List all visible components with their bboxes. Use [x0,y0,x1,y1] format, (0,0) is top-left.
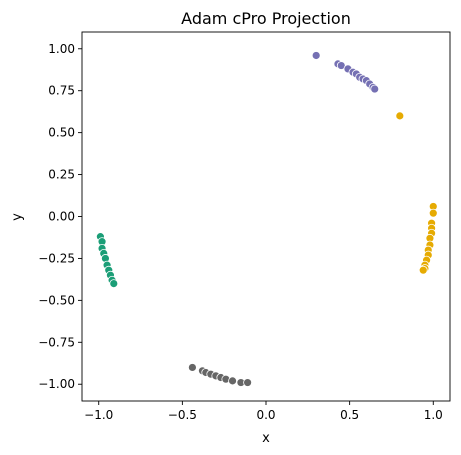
scatter-point [395,111,405,121]
y-tick-label: −1.00 [38,377,75,391]
scatter-point [311,51,321,60]
scatter-point [243,378,253,387]
y-tick-label: 0.75 [48,84,75,98]
scatter-point [109,279,119,288]
data-points [96,51,438,387]
y-tick-label: −0.50 [38,293,75,307]
scatter-point [370,84,380,94]
chart-title: Adam cPro Projection [181,9,351,28]
scatter-point [418,265,428,275]
y-tick-label: 0.50 [48,126,75,140]
x-tick-label: −0.5 [168,408,197,422]
x-tick-label: −1.0 [84,408,113,422]
series-3-points [96,232,119,288]
y-tick-label: −0.25 [38,251,75,265]
y-axis-label: y [10,213,25,221]
x-tick-label: 0.0 [256,408,275,422]
x-tick-label: 1.0 [424,408,443,422]
scatter-point [187,363,197,372]
x-axis-label: x [262,431,270,446]
plot-area-frame [81,31,451,402]
x-tick-label: 0.5 [340,408,359,422]
y-tick-label: −0.75 [38,335,75,349]
axis-ticks: −1.0 −0.5 0.0 0.5 1.0 −1.00 −0.75 −0.50 −0.25 0.0… [38,42,443,422]
series-2-points [395,111,438,275]
scatter-point [228,376,237,386]
y-tick-label: 1.00 [48,42,75,56]
series-4-points [187,363,253,387]
series-1-points [311,51,380,94]
y-tick-label: 0.25 [48,168,75,182]
scatter-point [428,208,438,218]
y-tick-label: 0.00 [48,210,75,224]
